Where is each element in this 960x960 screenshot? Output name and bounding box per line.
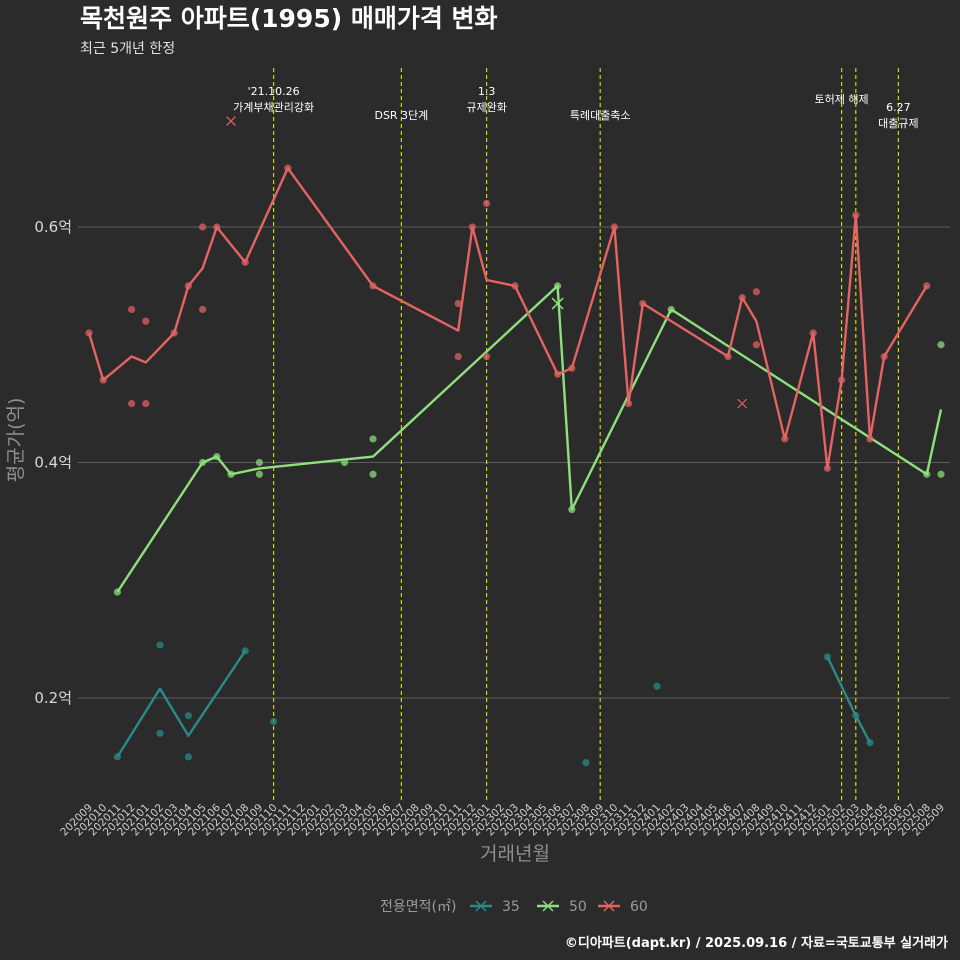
data-point-35 [184,712,192,720]
data-point-50 [369,470,377,478]
data-point-35 [270,717,278,726]
event-label: 가계부채관리강화 [233,101,314,114]
legend: 전용면적(㎡) 35 50 60 [380,899,648,915]
data-point-50 [255,470,263,478]
data-point-60 [142,317,150,325]
y-tick-label: 0.6억 [34,218,72,236]
data-point-60 [454,299,462,308]
data-point-60 [128,305,136,314]
data-point-60 [483,199,491,208]
data-point-60 [199,223,207,231]
cross-marker-60 [224,114,238,128]
x-axis-title: 거래년월 [480,843,550,865]
series-line-50 [116,284,943,593]
legend-swatch-cross [542,900,554,912]
data-point-35 [156,729,164,737]
data-point-60 [128,400,136,408]
event-label: 대출규제 [878,117,918,130]
cross-stroke [226,116,236,126]
legend-label: 60 [630,899,648,915]
chart-subtitle: 최근 5개년 한정 [80,41,175,57]
data-point-50 [937,341,945,349]
legend-title: 전용면적(㎡) [380,899,456,915]
chart-title: 목천원주 아파트(1995) 매매가격 변화 [80,4,498,33]
legend-swatch-cross [475,900,487,912]
cross-stroke [737,398,748,409]
data-point-50 [255,458,263,467]
cross-marker-60 [736,397,749,410]
data-point-35 [184,753,192,761]
data-point-60 [199,305,207,314]
legend-swatch-cross [603,900,615,912]
event-label: 토허제 해제 [815,92,869,106]
legend-label: 50 [569,899,587,915]
y-tick-label: 0.2억 [34,689,72,707]
event-label: '21.10.26 [248,85,300,98]
data-point-60 [752,288,761,296]
chart-caption: ©디아파트(dapt.kr) / 2025.09.16 / 자료=국토교통부 실… [565,935,948,951]
series-layer [85,114,945,767]
y-tick-label: 0.4억 [34,454,72,472]
event-label: 1.3 [478,85,496,98]
data-point-35 [156,641,164,649]
event-label: 특례대출축소 [570,109,631,122]
data-point-60 [483,352,491,361]
data-point-60 [85,329,93,337]
data-point-60 [454,352,462,361]
series-line-35 [826,656,872,744]
series-line-35 [116,650,247,758]
data-point-50 [369,435,377,443]
data-point-35 [582,759,590,767]
event-label: 6.27 [886,101,911,114]
axis-layer: 0.2억0.4억0.6억2020092020102020112020122021… [34,218,947,838]
data-point-35 [653,682,661,690]
event-label: DSR 3단계 [374,109,428,122]
cross-marker-50 [551,297,564,310]
grid-layer [78,226,950,699]
data-point-50 [937,470,945,478]
data-point-60 [752,341,761,349]
series-line-60 [87,166,928,470]
cross-stroke [551,297,564,310]
event-label: 규제완화 [466,101,506,114]
data-point-60 [142,400,150,408]
y-axis-title: 평균가(억) [5,398,27,483]
legend-label: 35 [502,899,520,915]
